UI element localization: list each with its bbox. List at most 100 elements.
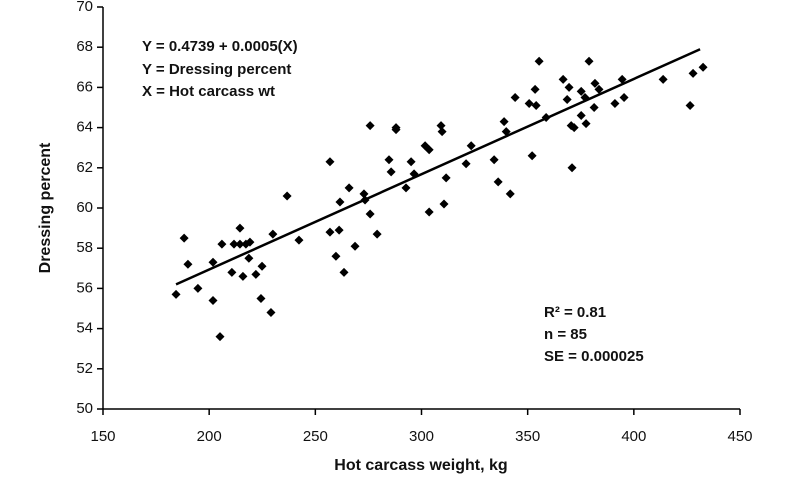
y-tick-label: 58 [76,239,93,256]
point [489,155,499,165]
y-tick-label: 66 [76,78,93,95]
point [406,157,416,167]
annotation: n = 85 [544,326,587,343]
x-tick-label: 150 [90,428,115,445]
point [294,235,304,245]
point [531,100,541,110]
point [589,103,599,112]
point [325,157,335,167]
point [436,121,446,131]
point [698,62,708,72]
point [424,207,434,217]
point [658,74,668,84]
point [534,56,544,66]
x-tick-label: 200 [197,428,222,445]
point [235,223,245,233]
annotation: R² = 0.81 [544,304,606,321]
point [282,191,292,201]
point [365,209,375,219]
y-tick-label: 68 [76,38,93,55]
point [372,229,382,239]
point [567,163,577,173]
point [350,241,360,251]
point [441,173,451,183]
point [179,233,189,243]
x-tick-label: 400 [621,428,646,445]
point [193,283,203,293]
point [208,295,218,305]
x-tick-label: 250 [303,428,328,445]
point [576,86,586,96]
point [439,199,449,209]
annotation: Y = 0.4739 + 0.0005(X) [142,38,298,55]
point [505,189,515,199]
annotation: X = Hot carcass wt [142,83,275,100]
point [235,239,245,249]
point [569,123,579,133]
point [365,121,375,131]
x-tick-label: 300 [409,428,434,445]
point [562,94,572,104]
point [424,145,434,155]
point [171,289,181,299]
point [359,189,369,199]
point [245,237,255,247]
point [594,84,604,94]
point [584,56,594,66]
point [217,239,227,249]
point [401,183,411,193]
point [334,225,344,235]
point [215,332,225,342]
point [391,125,401,135]
point [183,259,193,269]
point [527,151,537,161]
point [244,253,254,263]
y-tick-label: 60 [76,199,93,216]
point [524,98,534,108]
point [510,92,520,102]
x-tick-label: 450 [727,428,752,445]
point [339,267,349,277]
point [610,98,620,108]
point [335,197,345,207]
point [581,119,591,129]
point [208,257,218,267]
y-tick-label: 50 [76,400,93,417]
x-axis-label: Hot carcass weight, kg [334,457,507,474]
y-tick-label: 52 [76,360,93,377]
point [331,251,341,261]
point [227,267,237,277]
point [461,159,471,169]
point [499,117,509,127]
y-tick-label: 70 [76,0,93,15]
y-tick-label: 54 [76,320,93,337]
point [251,269,261,279]
point [229,239,239,249]
point [558,74,568,84]
point [530,84,540,94]
point [257,261,267,271]
annotation: SE = 0.000025 [544,348,644,365]
point [344,183,354,193]
point [493,177,503,187]
fit-line [175,48,701,286]
point [384,155,394,165]
point [266,308,276,318]
y-tick-label: 64 [76,119,93,136]
point [466,141,476,151]
point [256,293,266,303]
x-tick-label: 350 [515,428,540,445]
point [617,74,627,84]
y-tick-label: 62 [76,159,93,176]
point [576,111,586,121]
point [238,271,248,281]
point [268,229,278,239]
point [590,78,600,88]
y-axis-label: Dressing percent [37,142,54,273]
annotation: Y = Dressing percent [142,61,291,78]
point [685,100,695,110]
point [564,82,574,92]
